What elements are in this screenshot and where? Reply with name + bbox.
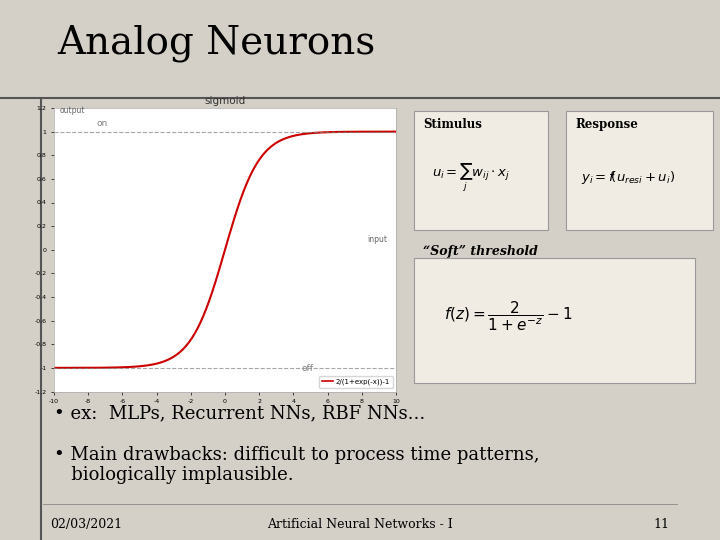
- Text: Analog Neurons: Analog Neurons: [58, 25, 376, 63]
- FancyBboxPatch shape: [414, 111, 549, 230]
- Title: sigmoid: sigmoid: [204, 96, 246, 106]
- FancyBboxPatch shape: [567, 111, 713, 230]
- Text: Response: Response: [575, 118, 638, 131]
- Text: $y_i = f\!\left(u_{resi} + u_i\right)$: $y_i = f\!\left(u_{resi} + u_i\right)$: [581, 169, 675, 186]
- Text: output: output: [59, 106, 85, 114]
- FancyBboxPatch shape: [414, 258, 695, 383]
- Text: • ex:  MLPs, Recurrent NNs, RBF NNs...: • ex: MLPs, Recurrent NNs, RBF NNs...: [54, 404, 426, 422]
- Text: • Main drawbacks: difficult to process time patterns,
   biologically implausibl: • Main drawbacks: difficult to process t…: [54, 446, 539, 484]
- Text: Artificial Neural Networks - I: Artificial Neural Networks - I: [267, 518, 453, 531]
- Legend: 2/(1+exp(-x))-1: 2/(1+exp(-x))-1: [320, 376, 392, 388]
- Text: “Soft” threshold: “Soft” threshold: [423, 246, 538, 259]
- Text: $f(z) = \dfrac{2}{1+e^{-z}} - 1$: $f(z) = \dfrac{2}{1+e^{-z}} - 1$: [444, 300, 572, 333]
- Text: $u_i = \sum_j w_{ij} \cdot x_j$: $u_i = \sum_j w_{ij} \cdot x_j$: [432, 161, 510, 194]
- Text: 11: 11: [654, 518, 670, 531]
- Text: on: on: [96, 119, 108, 128]
- Text: off: off: [302, 364, 314, 373]
- Text: input: input: [367, 235, 387, 244]
- Text: 02/03/2021: 02/03/2021: [50, 518, 122, 531]
- Text: Stimulus: Stimulus: [423, 118, 482, 131]
